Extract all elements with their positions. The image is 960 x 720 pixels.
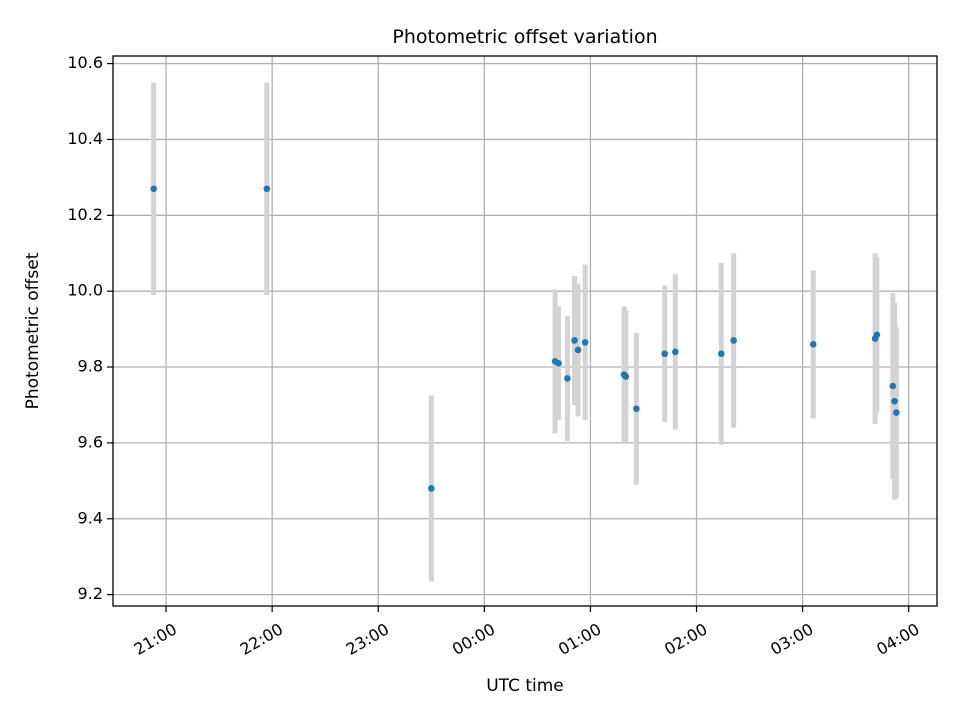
data-point — [672, 348, 679, 356]
data-point — [150, 185, 157, 193]
x-tick-label: 03:00 — [767, 619, 816, 659]
data-point — [427, 485, 435, 492]
x-tick-label: 21:00 — [131, 619, 180, 659]
y-tick-label: 10.4 — [67, 129, 103, 148]
x-axis-label: UTC time — [486, 676, 564, 696]
x-tick-label: 23:00 — [343, 619, 392, 659]
data-point — [263, 185, 271, 193]
y-axis-label: Photometric offset — [23, 252, 43, 409]
x-tick-label: 01:00 — [555, 619, 604, 659]
grid — [113, 56, 937, 606]
y-tick-label: 9.4 — [78, 508, 103, 527]
data-point — [889, 382, 897, 390]
data-point — [891, 397, 898, 405]
data-point — [555, 359, 562, 367]
error-bars — [151, 82, 899, 582]
chart-title: Photometric offset variation — [392, 26, 657, 48]
x-axis: 21:00 22:00 23:00 00:00 01:00 02:00 03:00 04:00 — [131, 606, 923, 659]
data-point — [809, 340, 817, 348]
data-point — [873, 331, 881, 339]
data-point — [581, 339, 589, 346]
data-point — [622, 373, 630, 380]
y-tick-label: 9.2 — [78, 584, 103, 603]
y-tick-label: 10.0 — [67, 281, 103, 300]
data-point — [574, 346, 582, 354]
x-tick-label: 02:00 — [661, 619, 710, 659]
x-tick-label: 22:00 — [237, 619, 286, 659]
data-point — [893, 409, 900, 416]
y-tick-label: 10.6 — [67, 53, 103, 72]
y-tick-label: 10.2 — [67, 205, 103, 224]
x-tick-label: 00:00 — [449, 619, 498, 659]
data-point — [633, 405, 640, 413]
plot-frame — [112, 55, 938, 607]
x-tick-label: 04:00 — [873, 619, 922, 659]
data-point — [571, 337, 578, 344]
data-point — [717, 350, 725, 358]
y-axis: 9.2 9.4 9.6 9.8 10.0 10.2 10.4 10.6 — [67, 53, 113, 603]
y-tick-label: 9.6 — [78, 432, 103, 451]
data-point — [730, 337, 737, 344]
data-point — [564, 375, 571, 382]
data-point — [661, 350, 668, 358]
data-points — [150, 185, 900, 492]
y-tick-label: 9.8 — [78, 357, 103, 376]
